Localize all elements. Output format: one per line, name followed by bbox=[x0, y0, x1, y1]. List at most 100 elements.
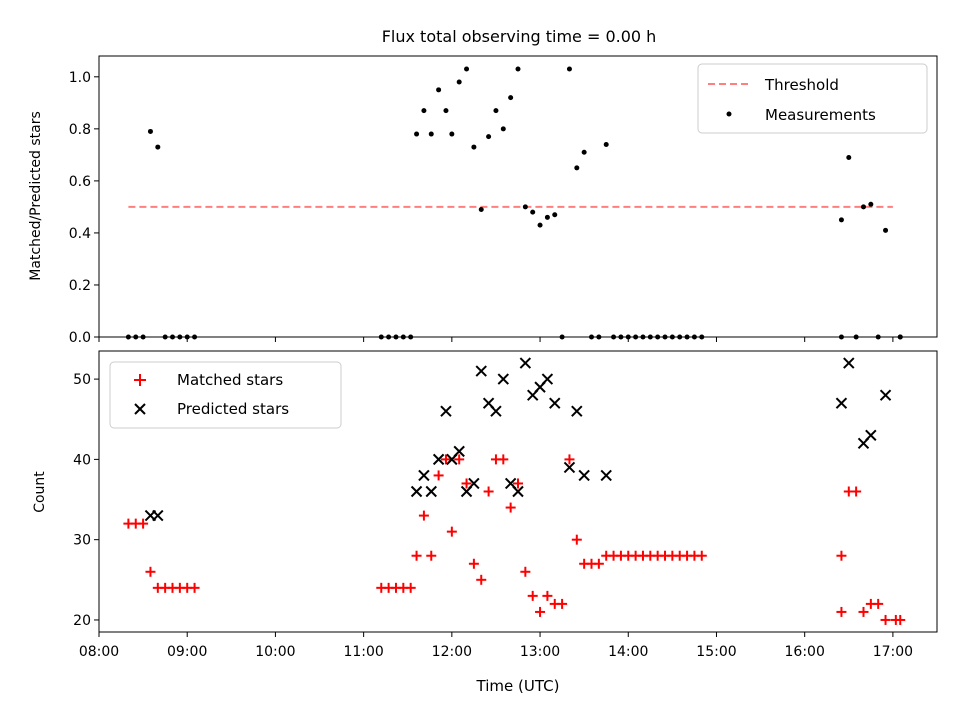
predicted-stars-points bbox=[144, 357, 892, 522]
bottom-y-ticks: 20 30 40 50 bbox=[73, 372, 99, 629]
x-stroke bbox=[410, 485, 423, 498]
x-stroke bbox=[440, 405, 452, 417]
y-tick-label: 0.4 bbox=[69, 226, 91, 242]
x-stroke bbox=[490, 405, 502, 417]
x-tick-label: 09:00 bbox=[167, 644, 207, 660]
y-tick-label: 40 bbox=[73, 452, 91, 468]
x-stroke bbox=[541, 373, 554, 385]
matched-star-point bbox=[483, 486, 494, 497]
x-stroke bbox=[468, 477, 480, 490]
x-stroke bbox=[879, 389, 892, 401]
predicted-star-point bbox=[519, 357, 532, 369]
matched-star-point bbox=[454, 454, 465, 465]
matched-star-point bbox=[440, 454, 451, 465]
matched-star-point bbox=[461, 478, 472, 489]
x-tick-label: 17:00 bbox=[873, 644, 913, 660]
measurement-point bbox=[486, 134, 492, 140]
measurement-point bbox=[493, 108, 499, 114]
x-axis-label: Time (UTC) bbox=[476, 677, 560, 695]
matched-star-point bbox=[542, 590, 553, 601]
measurement-point bbox=[537, 222, 543, 228]
predicted-star-point bbox=[578, 469, 590, 482]
predicted-star-point bbox=[497, 373, 510, 385]
x-stroke bbox=[432, 453, 445, 466]
y-tick-label: 0.6 bbox=[69, 174, 91, 190]
x-stroke bbox=[843, 357, 855, 369]
matched-star-point bbox=[571, 534, 582, 545]
predicted-star-point bbox=[453, 445, 465, 458]
x-stroke bbox=[563, 461, 576, 474]
measurement-point bbox=[443, 108, 449, 114]
x-stroke bbox=[835, 397, 848, 409]
y-tick-label: 50 bbox=[73, 372, 91, 388]
matched-star-point bbox=[426, 550, 437, 561]
matched-star-point bbox=[145, 566, 156, 577]
matched-star-point bbox=[411, 550, 422, 561]
y-tick-label: 30 bbox=[73, 533, 91, 549]
x-stroke bbox=[482, 397, 495, 409]
measurement-point bbox=[436, 87, 442, 93]
predicted-star-point bbox=[468, 477, 480, 490]
matched-star-point bbox=[873, 598, 884, 609]
matched-star-point bbox=[520, 566, 531, 577]
predicted-star-point bbox=[600, 469, 612, 482]
predicted-star-point bbox=[879, 389, 892, 401]
measurement-point bbox=[530, 209, 536, 215]
matched-star-point bbox=[189, 582, 200, 593]
predicted-star-point bbox=[410, 485, 423, 498]
matched-star-point bbox=[513, 478, 523, 489]
matched-star-point bbox=[557, 598, 568, 609]
bottom-x-ticks: 08:00 09:00 10:00 11:00 12:00 13:00 14:00 15:00… bbox=[79, 632, 913, 660]
x-stroke bbox=[578, 469, 590, 482]
top-plot-frame bbox=[98, 55, 938, 338]
predicted-star-point bbox=[541, 373, 554, 385]
predicted-star-point bbox=[865, 429, 877, 442]
measurement-point bbox=[860, 204, 866, 210]
x-tick-label: 16:00 bbox=[785, 644, 825, 660]
matched-star-point bbox=[836, 550, 847, 561]
y-tick-label: 20 bbox=[73, 613, 91, 629]
measurement-point bbox=[155, 144, 161, 150]
top-y-ticks: 0.0 0.2 0.4 0.6 0.8 1.0 bbox=[69, 70, 99, 346]
measurement-point bbox=[428, 131, 434, 137]
measurement-point bbox=[838, 217, 844, 223]
matched-star-point bbox=[696, 550, 707, 561]
measurement-point bbox=[574, 165, 580, 171]
measurement-point bbox=[581, 149, 587, 155]
legend-predicted-label: Predicted stars bbox=[177, 400, 289, 418]
x-tick-label: 10:00 bbox=[255, 644, 295, 660]
x-tick-label: 13:00 bbox=[520, 644, 560, 660]
x-tick-label: 08:00 bbox=[79, 644, 119, 660]
x-stroke bbox=[453, 445, 465, 458]
legend-threshold-label: Threshold bbox=[764, 76, 839, 94]
legend-predicted-swatch bbox=[134, 403, 146, 415]
matched-stars-points bbox=[123, 454, 906, 625]
predicted-star-point bbox=[843, 357, 855, 369]
predicted-star-point bbox=[475, 365, 487, 377]
x-tick-label: 12:00 bbox=[432, 644, 472, 660]
matched-star-point bbox=[468, 558, 479, 569]
measurement-point bbox=[552, 212, 558, 218]
top-subplot: Flux total observing time = 0.00 h Match… bbox=[28, 27, 938, 346]
predicted-star-point bbox=[490, 405, 502, 417]
measurement-point bbox=[414, 131, 420, 137]
x-stroke bbox=[504, 477, 517, 490]
x-tick-label: 14:00 bbox=[608, 644, 648, 660]
measurement-point bbox=[478, 207, 484, 213]
predicted-star-point bbox=[835, 397, 848, 409]
matched-star-point bbox=[836, 606, 847, 617]
measurement-point bbox=[544, 214, 550, 220]
predicted-star-point bbox=[440, 405, 452, 417]
measurement-point bbox=[471, 144, 477, 150]
predicted-star-point bbox=[152, 509, 164, 522]
x-stroke bbox=[571, 405, 583, 417]
y-tick-label: 1.0 bbox=[69, 70, 91, 86]
matched-star-point bbox=[593, 558, 604, 569]
matched-star-point bbox=[405, 582, 416, 593]
legend-box bbox=[109, 361, 342, 429]
x-stroke bbox=[497, 373, 510, 385]
bottom-subplot: Count Time (UTC) 20 30 40 50 08:00 09:00 10:0… bbox=[32, 350, 938, 695]
legend-measurements-label: Measurements bbox=[765, 106, 876, 124]
predicted-star-point bbox=[549, 397, 561, 409]
